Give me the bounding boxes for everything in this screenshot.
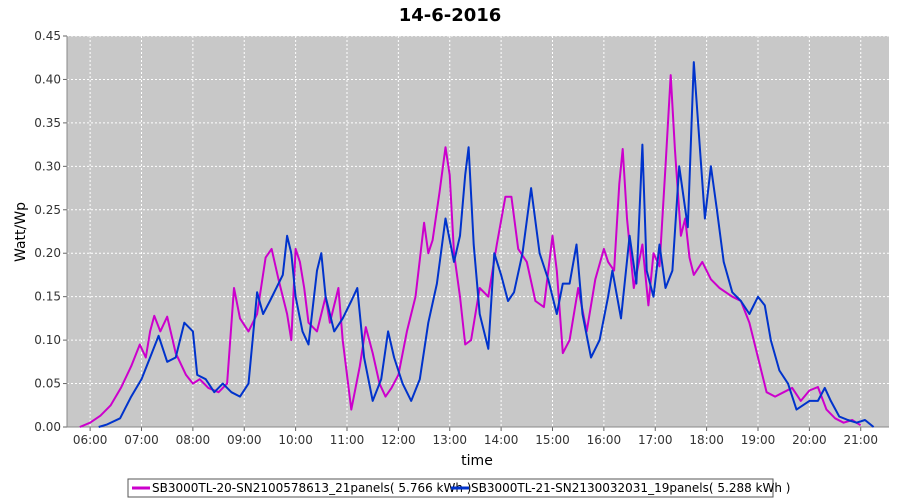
x-tick-label: 10:00 <box>278 433 313 447</box>
x-tick-label: 21:00 <box>843 433 878 447</box>
y-tick-label: 0.35 <box>34 116 61 130</box>
gridlines <box>67 35 889 428</box>
x-tick-label: 15:00 <box>535 433 570 447</box>
y-axis-label: Watt/Wp <box>13 202 29 262</box>
x-tick-label: 12:00 <box>381 433 416 447</box>
x-tick-label: 13:00 <box>432 433 467 447</box>
plot-area <box>67 36 889 427</box>
legend: SB3000TL-20-SN2100578613_21panels( 5.766… <box>127 478 790 498</box>
x-tick-label: 16:00 <box>587 433 622 447</box>
tick-labels: 0.00 0.05 0.10 0.15 0.20 0.25 0.30 0.35 0.40 0.45… <box>34 29 878 447</box>
y-tick-label: 0.05 <box>34 377 61 391</box>
x-tick-label: 19:00 <box>741 433 776 447</box>
y-tick-label: 0.40 <box>34 72 61 86</box>
x-tick-label: 18:00 <box>689 433 724 447</box>
y-tick-label: 0.20 <box>34 246 61 260</box>
y-tick-label: 0.30 <box>34 159 61 173</box>
chart-title: 14-6-2016 <box>399 5 502 26</box>
series-line-1 <box>79 74 862 428</box>
legend-label-series-1: SB3000TL-20-SN2100578613_21panels( 5.766… <box>152 481 471 495</box>
series-lines <box>79 61 875 428</box>
legend-label-series-2: SB3000TL-21-SN2130032031_19panels( 5.288… <box>471 481 790 495</box>
series-line-2 <box>98 61 875 428</box>
y-tick-label: 0.10 <box>34 333 61 347</box>
x-tick-label: 17:00 <box>638 433 673 447</box>
x-tick-label: 08:00 <box>176 433 211 447</box>
y-tick-label: 0.45 <box>34 29 61 43</box>
x-tick-label: 14:00 <box>484 433 519 447</box>
x-tick-label: 11:00 <box>330 433 365 447</box>
y-tick-label: 0.15 <box>34 290 61 304</box>
x-tick-label: 07:00 <box>124 433 159 447</box>
legend-box <box>127 478 774 498</box>
y-tick-label: 0.00 <box>34 420 61 434</box>
x-axis-label: time <box>461 453 493 469</box>
y-tick-label: 0.25 <box>34 203 61 217</box>
axes <box>63 35 889 431</box>
x-tick-label: 09:00 <box>227 433 262 447</box>
x-tick-label: 06:00 <box>73 433 108 447</box>
x-tick-label: 20:00 <box>792 433 827 447</box>
